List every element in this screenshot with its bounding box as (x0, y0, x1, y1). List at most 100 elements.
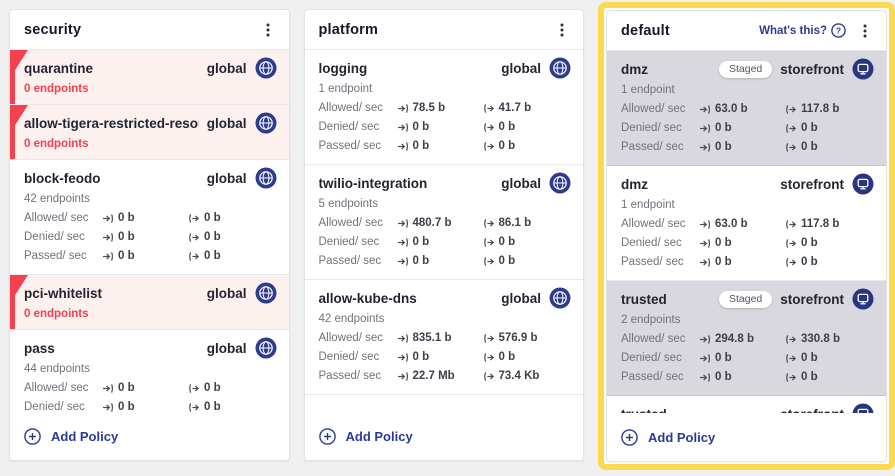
policy-scope-label: global (206, 60, 247, 76)
policy-card-list: quarantine global 0 endpoints allow-tigera-… (10, 50, 289, 412)
metric-inbound: 0 b (397, 252, 483, 271)
metric-outbound: 0 b (785, 253, 874, 272)
metric-row: Denied/ sec 0 b 0 b (319, 118, 572, 137)
traffic-out-icon (483, 371, 495, 382)
metric-inbound-value: 0 b (715, 371, 732, 383)
metric-label: Passed/ sec (318, 140, 382, 152)
storefront-icon (852, 173, 874, 195)
metric-inbound: 22.7 Mb (397, 367, 483, 386)
metric-outbound-value: 0 b (801, 122, 818, 134)
endpoints-count: 44 endpoints (24, 363, 90, 375)
metric-outbound-value: 0 b (204, 231, 221, 243)
metric-inbound-value: 0 b (412, 255, 430, 267)
traffic-out-icon (483, 218, 495, 229)
kebab-menu-icon[interactable] (553, 20, 571, 40)
metric-row: Passed/ sec 0 b 0 b (319, 252, 572, 271)
traffic-in-icon (397, 256, 409, 267)
traffic-out-icon (483, 333, 495, 344)
kebab-menu-icon[interactable] (259, 20, 277, 40)
traffic-in-icon (699, 257, 711, 268)
traffic-in-icon (102, 213, 114, 224)
metric-row: Passed/ sec 0 b 0 b (621, 138, 874, 157)
globe-icon (255, 282, 277, 304)
staged-badge: Staged (718, 290, 773, 308)
metric-inbound: 0 b (699, 349, 785, 368)
column-title: security (24, 21, 82, 38)
policy-card[interactable]: twilio-integration global 5 endpoints Allow… (304, 165, 583, 280)
metric-outbound: 0 b (483, 233, 572, 252)
policy-card[interactable]: block-feodo global 42 endpoints Allowed/ se… (10, 160, 289, 275)
metric-inbound: 0 b (397, 348, 483, 367)
policy-card[interactable]: pci-whitelist global 0 endpoints (10, 275, 289, 330)
traffic-in-icon (699, 123, 711, 134)
traffic-in-icon (397, 103, 409, 114)
traffic-metrics: Allowed/ sec 63.0 b 117.8 b Denied/ sec 0 b 0… (621, 100, 874, 157)
globe-icon (549, 57, 571, 79)
metric-outbound: 330.8 b (785, 330, 874, 349)
traffic-in-icon (699, 142, 711, 153)
staged-badge: Staged (718, 60, 773, 78)
storefront-icon (852, 403, 874, 413)
traffic-out-icon (188, 383, 200, 394)
metric-label: Allowed/ sec (621, 333, 686, 345)
policy-card[interactable]: dmz Staged storefront 1 endpoint Allowed/ se… (607, 51, 886, 166)
metric-outbound: 0 b (188, 209, 277, 228)
metric-inbound-value: 0 b (118, 382, 135, 394)
policy-card[interactable]: dmz storefront 1 endpoint Allowed/ sec 63.0 … (607, 166, 886, 281)
policy-card[interactable]: logging global 1 endpoint Allowed/ sec 78.5 … (304, 50, 583, 165)
metric-label: Allowed/ sec (621, 103, 686, 115)
traffic-out-icon (785, 219, 797, 230)
policy-card-list: dmz Staged storefront 1 endpoint Allowed/ se… (607, 51, 886, 413)
traffic-in-icon (102, 251, 114, 262)
traffic-out-icon (188, 251, 200, 262)
metric-row: Denied/ sec 0 b 0 b (319, 233, 572, 252)
add-policy-label: Add Policy (51, 428, 119, 444)
add-policy-button[interactable]: Add Policy (607, 413, 886, 461)
globe-icon (255, 167, 277, 189)
policy-card[interactable]: trusted storefront (607, 396, 886, 413)
policy-card[interactable]: trusted Staged storefront 2 endpoints Allowe… (607, 281, 886, 396)
policy-name: allow-tigera-restricted-resources (24, 115, 199, 131)
metric-inbound: 0 b (699, 368, 785, 387)
traffic-out-icon (483, 237, 495, 248)
storefront-icon (852, 288, 874, 310)
metric-outbound: 117.8 b (785, 215, 874, 234)
metric-label: Passed/ sec (318, 370, 382, 382)
policy-scope-label: storefront (780, 291, 844, 307)
add-policy-button[interactable]: Add Policy (10, 412, 289, 460)
kebab-menu-icon[interactable] (856, 21, 874, 41)
policy-name: pci-whitelist (24, 285, 103, 301)
globe-icon (255, 57, 277, 79)
metric-inbound-value: 0 b (118, 401, 135, 412)
metric-inbound: 0 b (102, 209, 188, 228)
policy-name: block-feodo (24, 170, 101, 186)
policy-card[interactable]: allow-kube-dns global 42 endpoints Allowed/… (304, 280, 583, 395)
metric-inbound: 835.1 b (397, 329, 483, 348)
traffic-out-icon (785, 104, 797, 115)
policy-card[interactable]: allow-tigera-restricted-resources global 0… (10, 105, 289, 160)
traffic-in-icon (102, 383, 114, 394)
policy-card-list: logging global 1 endpoint Allowed/ sec 78.5 … (304, 50, 583, 412)
policy-card[interactable]: pass global 44 endpoints Allowed/ sec 0 b 0 b… (10, 330, 289, 412)
metric-row: Denied/ sec 0 b 0 b (621, 349, 874, 368)
policy-scope-label: global (206, 285, 247, 301)
metric-inbound-value: 835.1 b (412, 332, 452, 344)
metric-outbound-value: 0 b (204, 382, 221, 394)
metric-inbound-value: 0 b (715, 141, 732, 153)
traffic-in-icon (397, 333, 409, 344)
metric-inbound-value: 0 b (118, 231, 135, 243)
policy-card-header: pci-whitelist global (24, 282, 277, 304)
metric-row: Denied/ sec 0 b 0 b (319, 348, 572, 367)
traffic-out-icon (785, 353, 797, 364)
metric-outbound: 576.9 b (483, 329, 572, 348)
policy-card[interactable]: quarantine global 0 endpoints (10, 50, 289, 105)
add-policy-button[interactable]: Add Policy (304, 412, 583, 460)
metric-outbound: 0 b (188, 228, 277, 247)
metric-inbound-value: 22.7 Mb (412, 370, 455, 382)
metric-outbound-value: 0 b (204, 401, 221, 412)
metric-label: Passed/ sec (621, 141, 684, 153)
help-icon[interactable]: ? (831, 23, 846, 38)
whats-this-link[interactable]: What's this?? (759, 23, 846, 38)
policy-card-header: trusted storefront (621, 403, 874, 413)
